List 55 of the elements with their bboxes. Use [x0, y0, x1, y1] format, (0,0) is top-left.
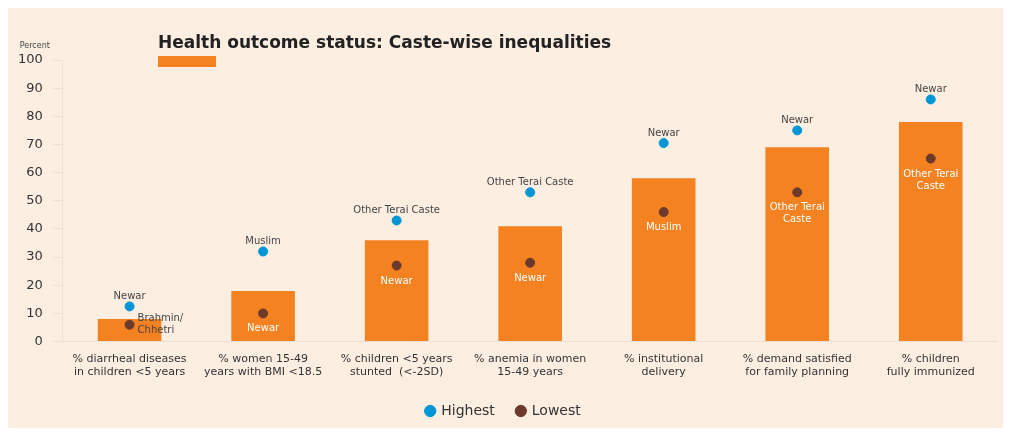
point [925, 153, 936, 164]
y-tick-label: 60 [26, 164, 43, 180]
bar [765, 147, 829, 342]
y-tick-label: 0 [34, 332, 43, 348]
y-tick-label: 10 [26, 304, 43, 320]
point [525, 187, 536, 198]
annotation: Newar [781, 113, 815, 125]
point [792, 125, 803, 136]
bar [898, 121, 963, 342]
point [124, 319, 135, 330]
x-tick-label: % institutional delivery [624, 352, 704, 379]
annotation: Other Terai Caste [486, 175, 574, 187]
annotation: Other Terai Caste [769, 201, 825, 225]
bar [231, 290, 295, 342]
annotation: Newar [247, 322, 281, 334]
annotation: Newar [914, 83, 948, 95]
x-tick-label: % diarrheal diseases in children <5 years [72, 352, 187, 379]
legend-label: Lowest [531, 401, 582, 418]
y-tick-label: 90 [26, 79, 43, 95]
point [658, 207, 669, 218]
point [925, 94, 936, 105]
x-tick-label: % demand satisfied for family planning [742, 352, 852, 379]
x-tick-label: % women 15-49 years with BMI <18.5 [204, 352, 323, 379]
point [525, 257, 536, 268]
point [658, 138, 669, 149]
annotation: Muslim [645, 221, 682, 233]
y-tick-label: 30 [26, 248, 43, 264]
point [391, 260, 402, 271]
y-tick-label: 50 [26, 192, 43, 208]
legend-label: Highest [441, 401, 496, 418]
chart-title: Health outcome status: Caste-wise inequalities [158, 32, 612, 53]
point [258, 308, 269, 319]
y-tick-label: 80 [26, 107, 43, 123]
y-tick-label: 100 [17, 51, 43, 67]
point [792, 187, 803, 198]
y-axis-title: Percent [19, 41, 50, 51]
y-tick-label: 20 [26, 276, 43, 292]
annotation: Muslim [245, 235, 281, 247]
bar [364, 240, 429, 342]
x-tick-label: % children fully immunized [886, 352, 975, 379]
point [258, 246, 269, 257]
bar [631, 178, 696, 342]
annotation: Newar [380, 274, 414, 286]
annotation: Newar [514, 271, 548, 283]
annotation: Newar [113, 289, 147, 301]
annotation: Other Terai Caste [353, 204, 440, 216]
y-tick-label: 70 [26, 135, 43, 151]
x-tick-label: % anemia in women 15-49 years [474, 352, 587, 379]
annotation: Newar [647, 126, 681, 138]
x-tick-label: % children <5 years stunted (<-2SD) [340, 352, 453, 379]
point [391, 215, 402, 226]
point [124, 301, 135, 312]
annotation: Other Terai Caste [903, 167, 959, 191]
y-tick-label: 40 [26, 220, 43, 236]
bar [498, 226, 562, 342]
